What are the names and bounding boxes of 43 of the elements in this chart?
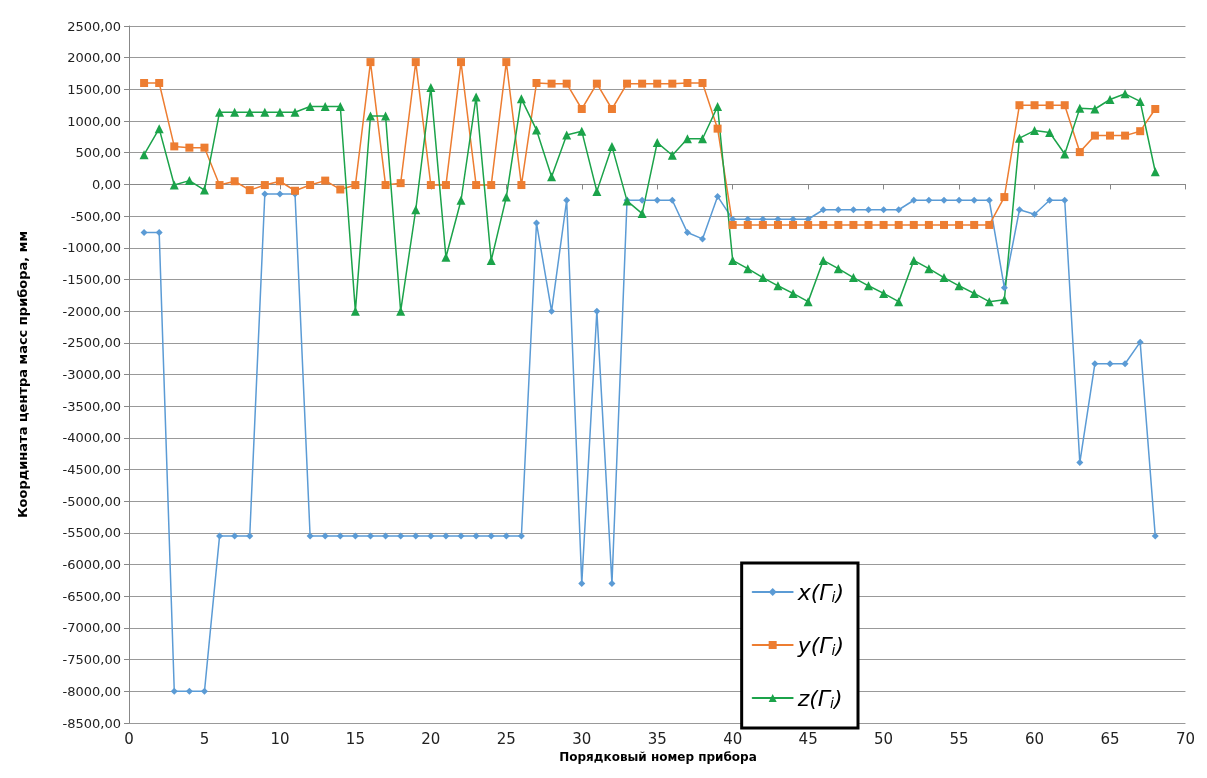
y-tick-label: -1500,00 — [62, 271, 121, 287]
x-tick-label: 15 — [345, 729, 365, 748]
x-tick-label: 45 — [798, 729, 818, 748]
y-tick-label: 1000,00 — [67, 113, 121, 129]
x-tick-label: 0 — [124, 729, 134, 748]
y-tick-label: -3500,00 — [62, 398, 121, 414]
y-tick-label: 500,00 — [75, 145, 121, 161]
x-tick-label: 40 — [723, 729, 743, 748]
y-tick-label: -5500,00 — [62, 525, 121, 541]
y-tick-label: -4500,00 — [62, 462, 121, 478]
x-tick-label: 25 — [496, 729, 516, 748]
x-tick-label: 70 — [1175, 729, 1195, 748]
y-tick-label: 2500,00 — [67, 18, 121, 34]
legend-label: x(Γi) — [796, 579, 845, 605]
x-tick-label: 55 — [949, 729, 969, 748]
x-tick-label: 10 — [270, 729, 290, 748]
y-tick-label: -6500,00 — [62, 588, 121, 604]
y-tick-label: -7000,00 — [62, 620, 121, 636]
y-tick-label: -7500,00 — [62, 652, 121, 668]
y-tick-label: -5000,00 — [62, 493, 121, 509]
y-tick-label: -3000,00 — [62, 367, 121, 382]
legend-label: z(Γi) — [796, 685, 843, 711]
y-tick-label: -6000,00 — [62, 557, 121, 573]
y-tick-label: -1000,00 — [62, 240, 121, 256]
y-tick-label: -2000,00 — [62, 303, 121, 319]
x-tick-label: 30 — [572, 729, 592, 748]
x-tick-label: 50 — [874, 729, 894, 748]
y-tick-label: -500,00 — [70, 208, 121, 224]
y-tick-label: 2000,00 — [67, 50, 121, 66]
x-tick-label: 20 — [421, 729, 441, 748]
y-tick-label: -8500,00 — [62, 715, 121, 731]
y-tick-label: -2500,00 — [62, 335, 121, 351]
y-axis-title: Координата центра масс прибора, мм — [15, 230, 30, 519]
x-tick-label: 65 — [1100, 729, 1120, 748]
legend-label: y(Γi) — [796, 632, 845, 658]
x-tick-label: 5 — [199, 729, 210, 748]
x-tick-label: 35 — [647, 729, 667, 748]
x-tick-label: 60 — [1024, 729, 1045, 748]
y-tick-label: -8000,00 — [62, 683, 121, 699]
y-tick-label: 1500,00 — [67, 81, 121, 97]
y-tick-label: -4000,00 — [62, 430, 121, 446]
y-tick-label: 0,00 — [92, 176, 121, 192]
x-axis-title: Порядковый номер прибора — [559, 750, 757, 764]
